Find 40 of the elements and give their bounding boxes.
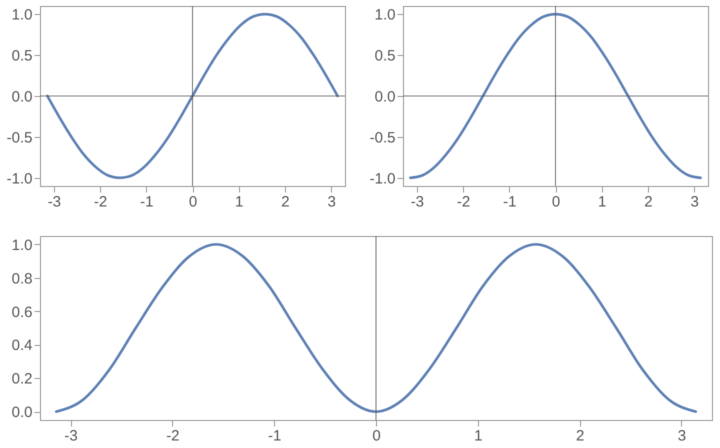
y-tick-label: 1.0 [12, 6, 32, 24]
x-tick-label: -3 [64, 428, 78, 444]
x-tick-label: -1 [503, 194, 516, 210]
y-tick-label: 0.4 [12, 337, 32, 354]
x-tick-label: -3 [410, 194, 424, 210]
x-tick-label: 1 [235, 194, 244, 210]
x-tick-label: 0 [372, 428, 381, 444]
x-tick-label: 3 [678, 428, 686, 444]
x-tick-label: 0 [552, 194, 560, 210]
y-tick-label: -1.0 [370, 170, 396, 188]
y-tick-label: 0.0 [12, 88, 32, 106]
y-tick-label: 0.0 [374, 88, 396, 106]
x-tick-label: -1 [268, 428, 282, 444]
x-tick-label: -2 [94, 194, 108, 210]
x-tick-label: 1 [474, 428, 482, 444]
x-tick-label: 3 [327, 194, 336, 210]
x-tick-label: 2 [644, 194, 653, 210]
y-tick-label: -1.0 [6, 170, 32, 188]
y-tick-label: 0.5 [12, 48, 32, 65]
x-tick-label: -3 [48, 194, 62, 210]
y-tick-label: 0.5 [374, 48, 396, 65]
x-tick-label: -2 [166, 428, 180, 444]
line-series [46, 12, 339, 180]
line-series [54, 243, 698, 413]
y-tick-label: -0.5 [6, 129, 32, 146]
x-tick-label: 3 [690, 194, 699, 210]
x-tick-label: -1 [140, 194, 154, 210]
x-tick-label: 0 [188, 194, 198, 210]
x-tick-label: 1 [598, 194, 606, 210]
x-tick-label: -2 [456, 194, 470, 210]
y-tick-label: 0.8 [12, 270, 32, 288]
y-tick-label: 0.2 [12, 370, 32, 388]
line-series [409, 12, 702, 180]
y-tick-label: 1.0 [374, 6, 396, 24]
y-tick-label: 0.0 [12, 404, 32, 422]
y-tick-label: -0.5 [370, 129, 396, 146]
x-tick-label: 2 [576, 428, 584, 444]
y-tick-label: 0.6 [12, 304, 32, 321]
x-tick-label: 2 [281, 194, 290, 210]
y-tick-label: 1.0 [12, 236, 32, 254]
